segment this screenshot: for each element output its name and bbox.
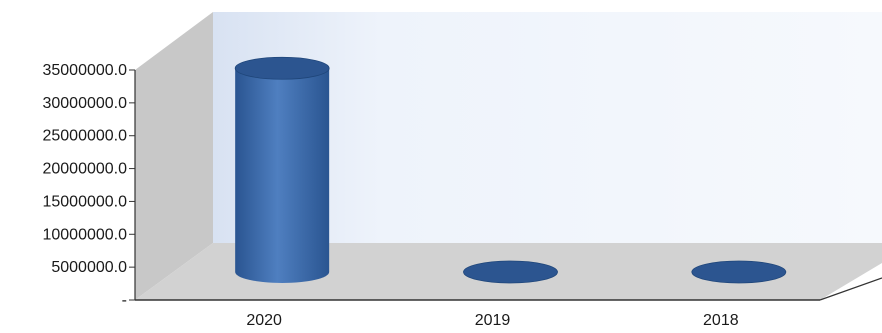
bar-body (235, 68, 330, 283)
y-tick-label: 25000000.0 (42, 128, 127, 145)
back-wall (213, 12, 882, 243)
side-wall (135, 12, 213, 300)
bar-2020 (234, 56, 330, 283)
y-tick-label: 30000000.0 (42, 95, 127, 112)
bar-2019 (463, 260, 558, 284)
y-tick-label: - (122, 292, 127, 309)
y-tick-label: 15000000.0 (42, 193, 127, 210)
x-category-labels: 2020 2019 2018 (246, 312, 738, 329)
bar-top (463, 260, 558, 284)
chart-walls (135, 12, 882, 301)
y-tick-labels: - 5000000.0 10000000.0 15000000.0 20000000.0… (42, 62, 135, 309)
y-tick-label: 35000000.0 (42, 62, 127, 79)
y-tick-label: 5000000.0 (51, 259, 127, 276)
bar-top (691, 260, 787, 284)
y-tick-label: 10000000.0 (42, 226, 127, 243)
y-tick-label: 20000000.0 (42, 161, 127, 178)
x-category-label: 2018 (703, 312, 739, 329)
floor-right-edge (819, 277, 882, 301)
bar-2018 (691, 260, 787, 284)
bar-top (234, 56, 330, 80)
x-category-label: 2019 (475, 312, 511, 329)
x-category-label: 2020 (246, 312, 282, 329)
bars (234, 56, 787, 284)
